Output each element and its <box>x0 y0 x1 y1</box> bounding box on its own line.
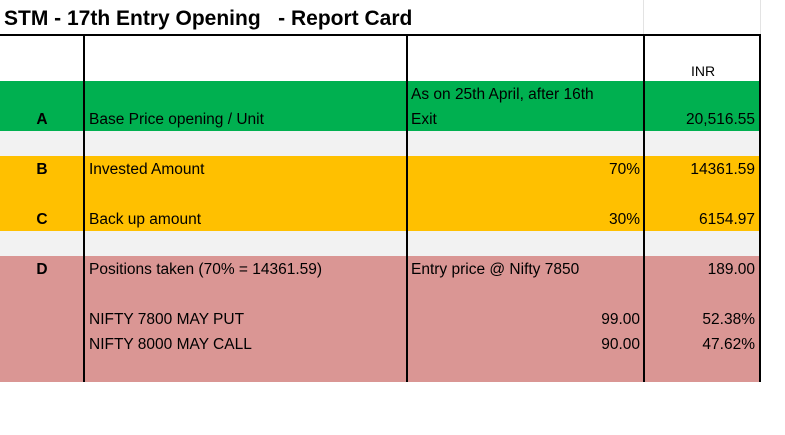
row-d-band <box>0 256 761 382</box>
table-top-border <box>0 34 761 36</box>
position-name: NIFTY 7800 MAY PUT <box>89 311 245 328</box>
row-d-letter: D <box>36 261 48 278</box>
position-share: 47.62% <box>702 336 755 353</box>
row-a-label: Base Price opening / Unit <box>89 111 264 128</box>
row-bc-band <box>0 156 761 231</box>
row-d-value: 189.00 <box>707 261 755 278</box>
row-b-pct: 70% <box>608 161 640 178</box>
row-a-value: 20,516.55 <box>686 111 755 128</box>
currency-header: INR <box>691 63 716 79</box>
row-c-value: 6154.97 <box>698 211 755 228</box>
column-border <box>643 36 645 382</box>
grid-line <box>760 0 761 35</box>
row-c-pct: 30% <box>608 211 640 228</box>
column-border <box>83 36 85 382</box>
position-price: 99.00 <box>601 311 640 328</box>
grid-line <box>643 0 644 35</box>
row-c-letter: C <box>36 211 48 228</box>
position-share: 52.38% <box>702 311 755 328</box>
row-a-band <box>0 81 761 131</box>
position-name: NIFTY 8000 MAY CALL <box>89 336 252 353</box>
column-border <box>406 36 408 382</box>
header-row <box>0 36 761 81</box>
row-d-note: Entry price @ Nifty 7850 <box>411 261 580 278</box>
page-title: STM - 17th Entry Opening - Report Card <box>4 7 413 30</box>
position-price: 90.00 <box>601 336 640 353</box>
row-a-note-line2: Exit <box>411 111 437 128</box>
row-a-letter: A <box>36 111 48 128</box>
row-b-label: Invested Amount <box>89 161 205 178</box>
row-c-label: Back up amount <box>89 211 202 228</box>
gap-band <box>0 231 761 256</box>
gap-band <box>0 131 761 156</box>
row-d-label: Positions taken (70% = 14361.59) <box>89 261 323 278</box>
row-a-note-line1: As on 25th April, after 16th <box>411 86 594 103</box>
row-b-letter: B <box>36 161 48 178</box>
row-b-value: 14361.59 <box>690 161 755 178</box>
column-border <box>759 36 761 382</box>
